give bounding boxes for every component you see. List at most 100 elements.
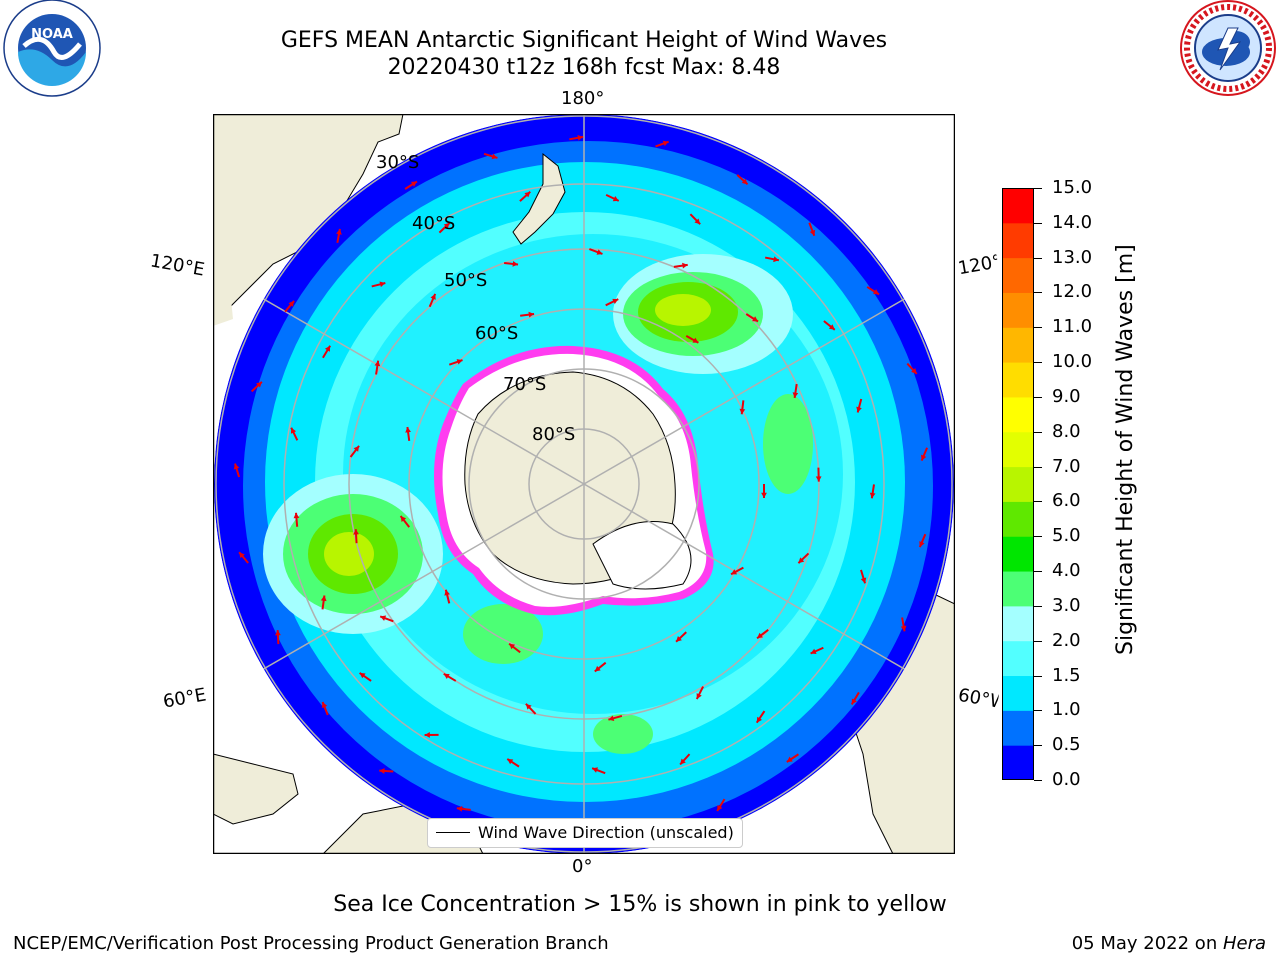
wave-arrow-head: [239, 552, 245, 559]
colorbar-tick-mark: [1034, 605, 1042, 607]
wave-arrow-head: [379, 281, 386, 288]
wave-arrow-head: [792, 392, 799, 398]
wave-arrow-head: [900, 625, 907, 632]
wave-arrow-head: [353, 445, 360, 452]
wave-arrow-head: [594, 665, 601, 672]
wave-arrow-head: [869, 492, 876, 499]
colorbar-tick-label: 9.0: [1052, 385, 1081, 407]
colorbar-tick-mark: [1034, 327, 1042, 329]
colorbar-band: [1002, 466, 1034, 502]
wave-arrow-head: [525, 703, 532, 710]
colorbar-band: [1002, 640, 1034, 677]
wave-arrow-head: [694, 218, 701, 225]
legend-line-swatch: [436, 832, 470, 833]
wave-arrow-head: [353, 529, 359, 535]
wave-arrow-head: [290, 427, 297, 434]
wave-arrow-head: [717, 805, 723, 812]
wave-arrow-head: [321, 701, 328, 708]
wave-arrow-head: [379, 768, 385, 774]
wave-arrow-head: [324, 345, 331, 352]
lat-label-40s: 40°S: [412, 213, 456, 234]
map-panel: [213, 114, 955, 854]
wave-arrow-head: [851, 698, 857, 705]
credit-text: NCEP/EMC/Verification Post Processing Pr…: [13, 933, 609, 954]
wave-arrow-head: [662, 140, 669, 147]
colorbar-tick-mark: [1034, 745, 1042, 747]
wave-arrow-head: [680, 758, 686, 765]
graticule: [214, 114, 954, 854]
wave-arrow-head: [921, 454, 927, 461]
colorbar-tick-label: 7.0: [1052, 455, 1081, 477]
wave-arrow-head: [374, 360, 381, 367]
colorbar-band: [1002, 501, 1034, 537]
colorbar-tick-mark: [1034, 780, 1042, 781]
colorbar-tick-mark: [1034, 362, 1042, 364]
lat-label-30s: 30°S: [376, 152, 420, 173]
lon-label-120e: 120°E: [148, 250, 207, 281]
wave-arrow-head: [275, 630, 281, 636]
chart-title: GEFS MEAN Antarctic Significant Height o…: [280, 28, 888, 53]
colorbar-band: [1002, 675, 1034, 711]
colorbar-tick-mark: [1034, 466, 1042, 468]
colorbar-band: [1002, 362, 1034, 398]
colorbar-label: Significant Height of Wind Waves [m]: [1113, 244, 1138, 655]
lon-label-60w: 60°W: [956, 684, 1000, 713]
wave-arrow-head: [692, 337, 699, 343]
colorbar-tick-mark: [1034, 431, 1042, 433]
colorbar-tick-label: 6.0: [1052, 490, 1081, 512]
wave-arrow-head: [444, 589, 450, 596]
colorbar-band: [1002, 327, 1034, 363]
wave-arrow-head: [757, 632, 764, 639]
lat-label-80s: 80°S: [532, 424, 576, 445]
wave-arrow-head: [815, 476, 822, 482]
colorbar-band: [1002, 292, 1034, 328]
colorbar-band: [1002, 605, 1034, 642]
wave-arrow-head: [731, 569, 738, 575]
wave-arrow-head: [810, 648, 817, 654]
colorbar-tick-label: 14.0: [1052, 211, 1093, 233]
run-date: 05 May 2022 on Hera: [1072, 933, 1266, 954]
wave-arrow-head: [756, 716, 763, 723]
legend-label: Wind Wave Direction (unscaled): [478, 823, 734, 842]
colorbar-band: [1002, 745, 1034, 780]
colorbar-tick-label: 8.0: [1052, 420, 1081, 442]
wave-arrow-head: [809, 229, 816, 236]
colorbar-tick-label: 4.0: [1052, 560, 1081, 582]
wave-arrow-head: [919, 541, 925, 548]
colorbar-tick-mark: [1034, 710, 1042, 712]
wave-arrow-head: [430, 293, 436, 300]
colorbar-tick-mark: [1034, 571, 1042, 573]
lon-label-60e: 60°E: [161, 684, 208, 713]
sea-ice-note: Sea Ice Concentration > 15% is shown in …: [333, 892, 947, 917]
wave-arrow-head: [512, 261, 519, 267]
colorbar-tick-mark: [1034, 501, 1042, 503]
colorbar-tick-mark: [1034, 222, 1042, 224]
wave-arrow-head: [856, 406, 862, 413]
wave-arrow-head: [491, 153, 498, 160]
lat-label-60s: 60°S: [475, 323, 519, 344]
colorbar-tick-label: 10.0: [1052, 351, 1093, 373]
wave-arrow-head: [773, 256, 779, 263]
colorbar-band: [1002, 396, 1034, 433]
wave-arrow-head: [873, 289, 880, 295]
colorbar-tick-mark: [1034, 292, 1042, 294]
wave-arrow-head: [828, 324, 835, 330]
colorbar-tick-mark: [1034, 640, 1042, 642]
colorbar-tick-mark: [1034, 188, 1042, 189]
run-host: Hera: [1222, 933, 1266, 954]
wave-arrow-head: [798, 557, 805, 564]
wave-arrow-head: [443, 673, 450, 679]
wave-arrow-head: [293, 512, 300, 519]
colorbar-tick-label: 15.0: [1052, 177, 1093, 198]
colorbar-tick-label: 3.0: [1052, 594, 1081, 616]
noaa-logo-text: NOAA: [31, 27, 73, 42]
wave-arrow-head: [612, 298, 619, 305]
lat-label-70s: 70°S: [503, 374, 547, 395]
wave-arrow-head: [359, 672, 366, 679]
colorbar-tick-mark: [1034, 675, 1042, 677]
wave-arrow-head: [612, 196, 619, 202]
lon-label-0: 0°: [572, 856, 593, 877]
colorbar-band: [1002, 188, 1034, 224]
wind-wave-arrows: [233, 134, 929, 829]
wave-arrow-head: [456, 806, 463, 812]
